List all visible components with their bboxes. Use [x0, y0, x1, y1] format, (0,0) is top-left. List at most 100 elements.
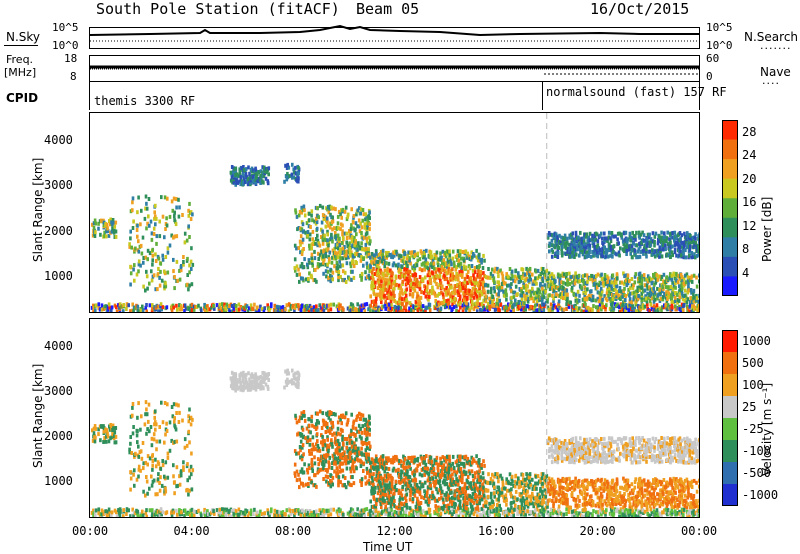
power-echo-cell	[430, 254, 433, 259]
power-echo-cell	[228, 304, 231, 308]
power-echo-cell	[434, 252, 438, 257]
velocity-echo-cell	[161, 510, 165, 515]
power-echo-cell	[681, 280, 684, 285]
power-echo-cell	[573, 242, 576, 247]
power-echo-cell	[618, 304, 621, 309]
power-echo-cell	[392, 307, 396, 312]
power-echo-cell	[402, 255, 406, 260]
power-echo-cell	[348, 246, 351, 251]
velocity-echo-cell	[287, 371, 291, 376]
power-echo-cell	[476, 258, 480, 263]
velocity-echo-cell	[118, 507, 122, 512]
power-echo-cell	[691, 300, 694, 305]
velocity-echo-cell	[652, 509, 656, 514]
power-echo-cell	[117, 305, 121, 310]
power-echo-cell	[300, 227, 304, 232]
power-echo-cell	[643, 304, 647, 309]
power-echo-cell	[611, 246, 614, 251]
velocity-echo-cell	[254, 374, 258, 379]
velocity-echo-cell	[105, 434, 108, 439]
power-echo-cell	[429, 278, 432, 283]
power-echo-cell	[244, 180, 247, 185]
power-echo-cell	[132, 309, 135, 312]
power-echo-cell	[108, 305, 111, 310]
velocity-echo-cell	[303, 509, 306, 514]
velocity-echo-cell	[125, 512, 128, 516]
power-echo-cell	[188, 270, 191, 275]
power-echo-cell	[382, 291, 385, 295]
power-echo-cell	[689, 296, 692, 301]
power-echo-cell	[537, 288, 541, 293]
power-echo-cell	[356, 302, 359, 307]
power-colorbar-band	[722, 139, 738, 160]
power-echo-cell	[374, 299, 378, 304]
power-echo-cell	[147, 197, 151, 201]
power-echo-cell	[420, 305, 423, 310]
velocity-echo-cell	[142, 466, 145, 471]
power-echo-cell	[313, 249, 316, 254]
power-echo-cell	[489, 271, 493, 276]
power-echo-cell	[543, 270, 547, 275]
power-echo-cell	[598, 280, 601, 285]
power-echo-cell	[298, 209, 302, 214]
power-echo-cell	[571, 250, 574, 255]
power-echo-cell	[601, 249, 605, 254]
power-echo-cell	[510, 282, 513, 287]
velocity-echo-cell	[264, 382, 268, 387]
power-echo-cell	[175, 205, 178, 210]
power-echo-cell	[696, 303, 699, 308]
velocity-echo-cell	[515, 507, 518, 512]
velocity-echo-cell	[338, 511, 341, 516]
velocity-echo-cell	[504, 513, 508, 517]
power-echo-cell	[693, 235, 697, 240]
velocity-echo-cell	[266, 508, 269, 513]
power-echo-cell	[326, 232, 329, 237]
power-echo-cell	[345, 231, 348, 236]
power-echo-cell	[137, 259, 141, 264]
power-echo-cell	[436, 285, 440, 290]
power-echo-cell	[394, 263, 398, 268]
power-echo-cell	[691, 235, 695, 240]
power-echo-cell	[168, 214, 172, 219]
power-echo-cell	[486, 283, 490, 288]
power-echo-cell	[596, 243, 600, 248]
power-echo-cell	[474, 287, 477, 292]
power-echo-cell	[681, 286, 684, 291]
power-echo-cell	[159, 269, 162, 274]
power-echo-cell	[455, 309, 458, 312]
power-echo-cell	[474, 281, 477, 285]
power-echo-cell	[436, 307, 440, 312]
power-echo-cell	[466, 305, 469, 310]
power-echo-cell	[645, 249, 648, 254]
velocity-echo-cell	[292, 373, 295, 378]
power-echo-cell	[620, 280, 624, 285]
velocity-echo-cell	[455, 509, 458, 514]
power-echo-cell	[424, 309, 427, 312]
power-echo-cell	[624, 298, 627, 302]
power-echo-cell	[175, 259, 179, 264]
velocity-echo-cell	[259, 375, 263, 379]
power-echo-cell	[480, 257, 483, 262]
power-echo-cell	[479, 272, 483, 277]
velocity-echo-cell	[195, 510, 199, 514]
power-echo-cell	[400, 254, 403, 259]
power-echo-cell	[666, 297, 669, 301]
power-echo-cell	[365, 240, 369, 245]
power-echo-cell	[244, 171, 248, 176]
power-echo-cell	[289, 306, 293, 311]
power-echo-cell	[662, 272, 666, 277]
power-echo-cell	[676, 300, 679, 305]
power-echo-cell	[607, 230, 611, 235]
power-echo-cell	[390, 275, 394, 280]
power-echo-cell	[632, 290, 636, 295]
power-echo-cell	[165, 305, 169, 310]
power-echo-cell	[670, 250, 674, 255]
power-echo-cell	[668, 276, 672, 281]
velocity-echo-cell	[629, 509, 633, 514]
power-echo-cell	[355, 212, 358, 217]
velocity-echo-cell	[215, 508, 219, 513]
velocity-echo-cell	[634, 507, 638, 512]
power-echo-cell	[500, 287, 504, 292]
power-echo-cell	[379, 291, 382, 296]
power-echo-cell	[547, 276, 550, 281]
